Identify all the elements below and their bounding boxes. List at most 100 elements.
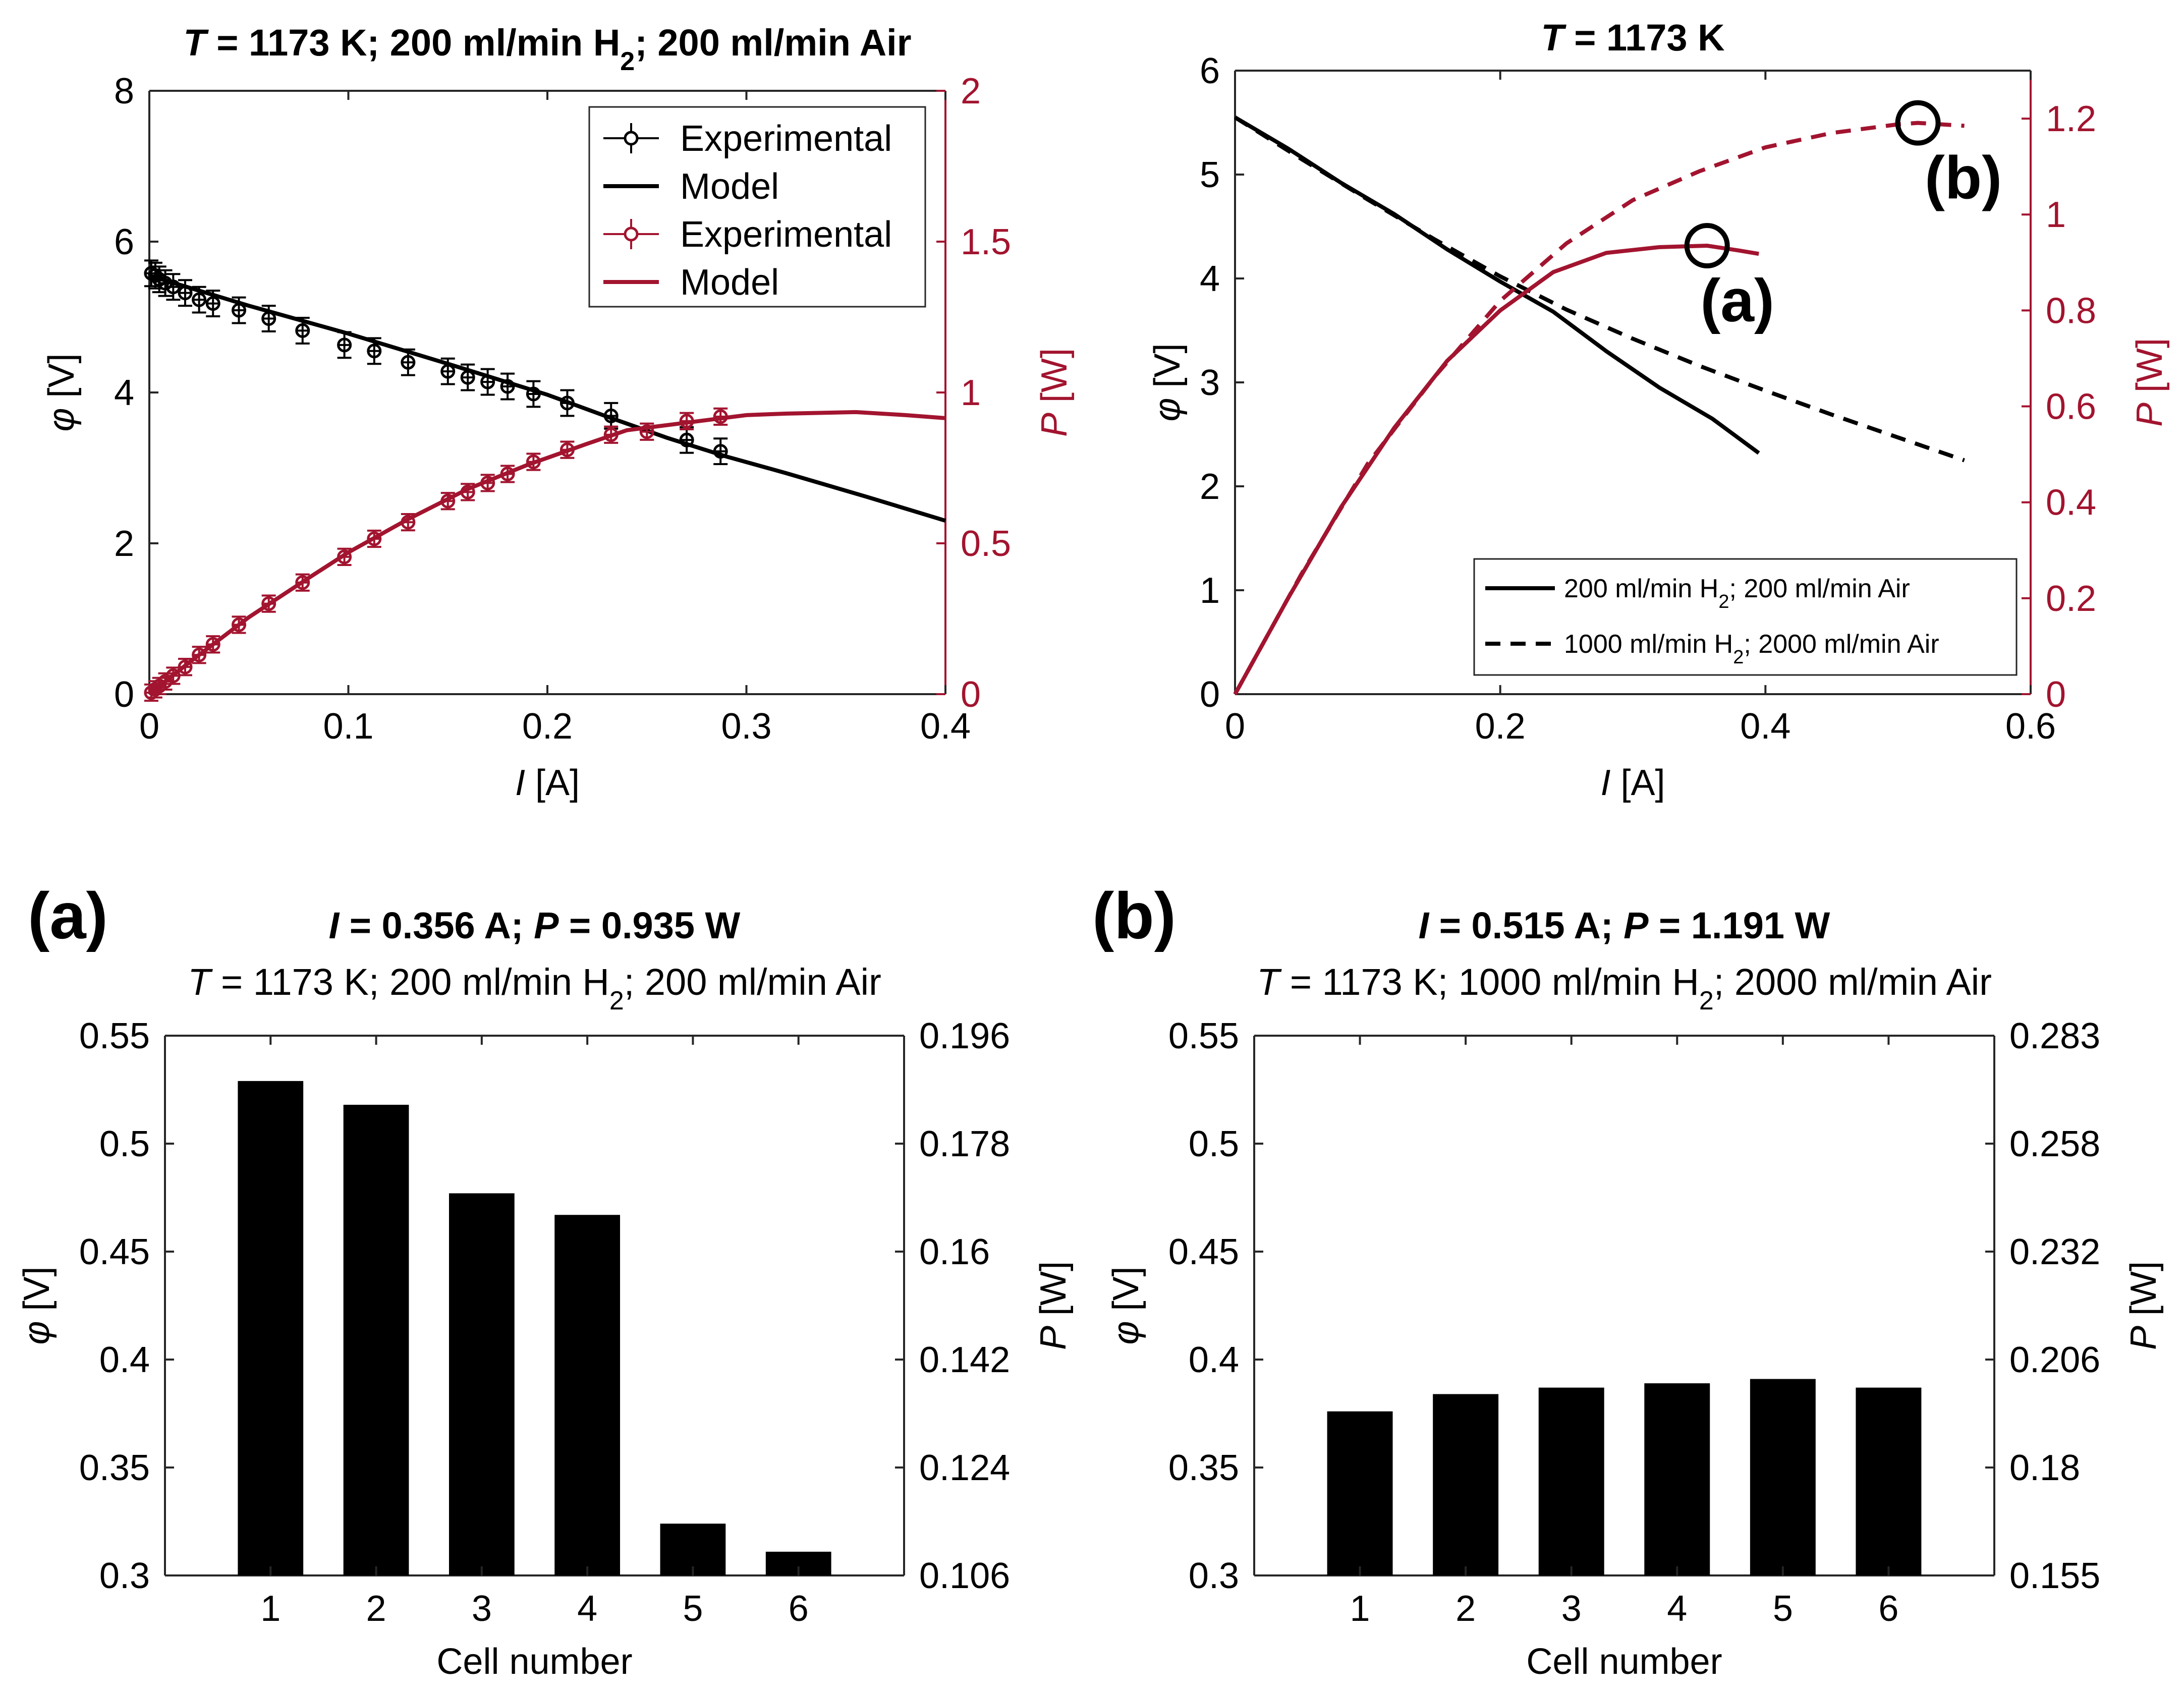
- y-right-tick-label: 0.283: [2009, 1016, 2100, 1056]
- x-tick-label: 0.6: [2005, 706, 2056, 747]
- legend-label: 200 ml/min H2; 200 ml/min Air: [1564, 574, 1910, 612]
- y-left-tick-label: 3: [1200, 363, 1220, 403]
- x-label-sym: I: [1600, 763, 1610, 803]
- data-point: [261, 596, 276, 611]
- y-right-tick-label: 0: [2046, 674, 2066, 715]
- y-left-axis-label: φ [V]: [17, 1266, 57, 1344]
- y-right-axis-label: P [W]: [1033, 1261, 1074, 1350]
- panel-tag: (b): [1092, 879, 1176, 952]
- y-left-label-group: φ [V]: [1106, 1266, 1146, 1344]
- y-right-tick-label: 0.206: [2009, 1340, 2100, 1380]
- chart-title: T = 1173 K: [1541, 17, 1724, 59]
- series-line-0: [1234, 116, 1760, 455]
- subtitle-T: T: [1257, 961, 1282, 1003]
- y-right-tick-label: 0.2: [2046, 579, 2096, 619]
- y-label-sym: φ: [1106, 1321, 1146, 1345]
- legend-label: Experimental: [680, 119, 892, 159]
- subtitle-sub: 2: [1699, 986, 1714, 1015]
- y-right-tick-label: 2: [961, 71, 981, 111]
- y-left-tick-label: 1: [1200, 571, 1220, 611]
- y-label-sym: P: [2123, 1326, 2164, 1350]
- y-label-unit: [W]: [1033, 1261, 1074, 1326]
- data-point: [205, 296, 220, 311]
- y-right-tick-label: 0.124: [919, 1448, 1010, 1488]
- x-tick-label: 3: [1561, 1589, 1582, 1629]
- y-left-label-group: φ [V]: [17, 1266, 57, 1344]
- x-tick-label: 2: [1455, 1589, 1476, 1629]
- y-left-tick-label: 0.4: [99, 1340, 150, 1380]
- bar: [1750, 1379, 1816, 1575]
- title-P: P: [1623, 905, 1649, 946]
- annotation-circle: [1895, 100, 1941, 146]
- subtitle-tail: ; 2000 ml/min Air: [1714, 961, 1992, 1003]
- chart-title: T = 1173 K; 200 ml/min H2; 200 ml/min Ai…: [183, 22, 911, 76]
- y-right-axis-label: P [W]: [2123, 1261, 2164, 1350]
- x-axis-label: Cell number: [1526, 1642, 1722, 1682]
- y-label-unit: [V]: [1106, 1266, 1146, 1321]
- x-tick-label: 0.4: [1740, 706, 1790, 747]
- bar: [1433, 1394, 1499, 1575]
- legend-pre: 200 ml/min H: [1564, 574, 1718, 603]
- title-P-val: = 1.191 W: [1648, 905, 1830, 946]
- panel-tag: (a): [28, 879, 108, 952]
- y-right-tick-label: 0.5: [961, 524, 1011, 564]
- data-point: [148, 268, 163, 283]
- legend-marker: [624, 131, 639, 146]
- y-left-tick-label: 0.3: [99, 1556, 150, 1596]
- data-point: [192, 647, 207, 662]
- y-right-tick-label: 0.18: [2009, 1448, 2080, 1488]
- title-T: T: [183, 22, 209, 64]
- title-sub: 2: [620, 47, 635, 76]
- y-left-tick-label: 0.5: [99, 1124, 150, 1164]
- title-P-val: = 0.935 W: [558, 905, 740, 946]
- bar: [343, 1104, 409, 1575]
- x-tick-label: 0: [139, 706, 159, 747]
- bar: [238, 1081, 304, 1575]
- y-right-tick-label: 0.6: [2046, 387, 2096, 427]
- bar: [1327, 1411, 1393, 1575]
- chart-bottom-left: 1 2 3 4 5 6 0.3 0.106 0.35 0.124 0.4 0.142 0.45 0.16 0…: [17, 879, 1074, 1682]
- y-left-tick-label: 8: [114, 71, 134, 111]
- title-I: I: [329, 905, 340, 946]
- title-T: T: [1541, 17, 1566, 59]
- legend-marker: [624, 227, 639, 242]
- series-line-1: [148, 273, 946, 523]
- y-label-sym: P: [2130, 403, 2170, 427]
- legend-sub: 2: [1733, 647, 1744, 668]
- y-label-unit: [V]: [41, 353, 82, 408]
- y-left-tick-label: 0.45: [1168, 1232, 1239, 1272]
- title-I-val: = 0.356 A;: [339, 905, 534, 946]
- y-left-tick-label: 4: [1200, 259, 1220, 299]
- x-tick-label: 1: [1350, 1589, 1370, 1629]
- y-right-tick-label: 0.4: [2046, 483, 2096, 523]
- x-axis-label: I [A]: [1600, 763, 1665, 803]
- y-left-tick-label: 6: [1200, 51, 1220, 91]
- y-right-label-group: P [W]: [2123, 1261, 2164, 1350]
- y-left-tick-label: 0.35: [79, 1448, 150, 1488]
- y-left-tick-label: 0.4: [1189, 1340, 1239, 1380]
- data-point: [367, 344, 382, 359]
- y-left-tick-label: 0: [1200, 674, 1220, 715]
- y-left-tick-label: 0: [114, 674, 134, 715]
- y-left-tick-label: 2: [1200, 467, 1220, 507]
- subtitle-text: = 1173 K; 200 ml/min H: [210, 961, 609, 1003]
- annotation-label: (b): [1925, 144, 2002, 212]
- legend-label: Model: [680, 262, 779, 303]
- y-left-tick-label: 4: [114, 373, 134, 413]
- y-right-tick-label: 0.155: [2009, 1556, 2100, 1596]
- y-right-tick-label: 0.16: [919, 1232, 990, 1272]
- data-point: [367, 531, 382, 546]
- y-left-tick-label: 0.35: [1168, 1448, 1239, 1488]
- y-right-tick-label: 1: [961, 373, 981, 413]
- x-axis-label: Cell number: [436, 1642, 632, 1682]
- y-right-tick-label: 1: [2046, 195, 2066, 235]
- y-right-tick-label: 0.106: [919, 1556, 1010, 1596]
- y-label-sym: φ: [1147, 398, 1188, 422]
- subtitle-text: = 1173 K; 1000 ml/min H: [1279, 961, 1699, 1003]
- y-label-sym: P: [1033, 1326, 1074, 1350]
- bar: [449, 1193, 515, 1575]
- y-label-sym: φ: [17, 1321, 57, 1345]
- y-right-tick-label: 0.178: [919, 1124, 1010, 1164]
